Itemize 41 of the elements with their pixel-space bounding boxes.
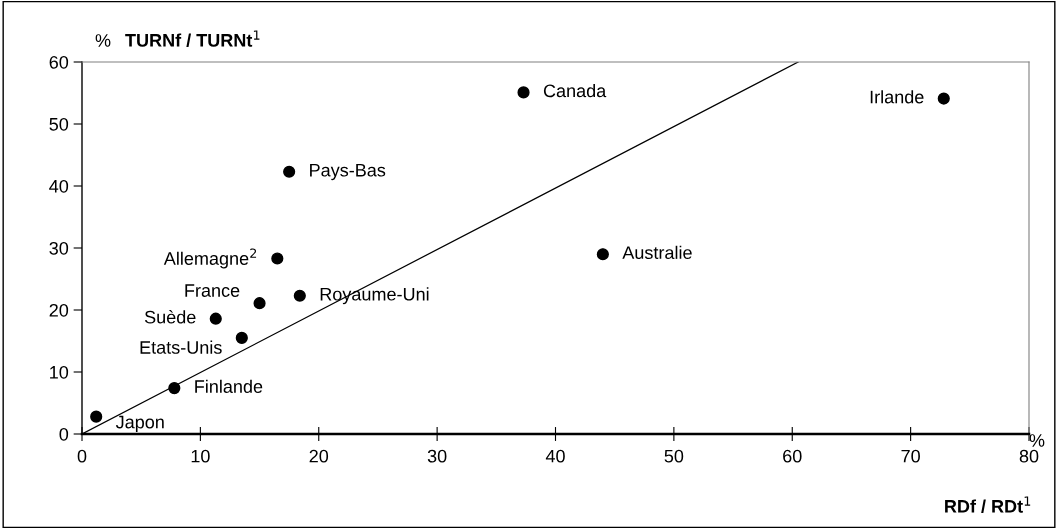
y-axis-title: TURNf / TURNt$^{1}$ [125,30,260,47]
x-tick-label: 40 [545,449,565,463]
point [209,312,222,325]
annotation: Allemagne$^{2}$ [163,248,257,269]
annotation: Australie [622,245,692,260]
annotation: Finlande [195,379,263,393]
x-tick-label: 20 [309,449,329,463]
x-tick-label: 60 [783,449,802,463]
y-tick-label: 60 [49,55,69,69]
text: % [1029,434,1045,447]
text: % [95,34,111,47]
y-tick-label: 30 [49,241,69,255]
point [235,331,248,344]
annotation: Japon [115,415,164,432]
annotation: Canada [543,83,607,98]
y-tick-label: 10 [50,365,69,379]
x-tick-label: 80 [1019,449,1039,463]
y-tick-label: 20 [49,303,69,317]
annotation: Suède [144,310,196,324]
annotation: Etats-Unis [140,340,222,354]
x-tick-label: 70 [901,449,920,463]
annotation: France [185,284,240,297]
point [517,86,530,99]
annotation: Irlande [870,90,924,104]
y-tick-label: 0 [59,427,69,441]
point [271,252,284,265]
x-tick-label: 10 [191,449,210,463]
x-axis-title: RDf / RDt$^{1}$ [945,496,1031,513]
annotation: Pays-Bas [310,163,386,181]
y-tick-label: 40 [49,179,69,193]
point [168,382,181,395]
x-tick-label: 0 [77,449,87,463]
point [293,289,306,302]
y-tick-label: 50 [49,117,69,131]
point [90,410,103,423]
point [596,248,609,261]
point [937,92,950,105]
x-tick-label: 30 [427,449,447,463]
point [253,297,266,310]
point [283,165,296,178]
x-tick-label: 50 [664,449,684,463]
